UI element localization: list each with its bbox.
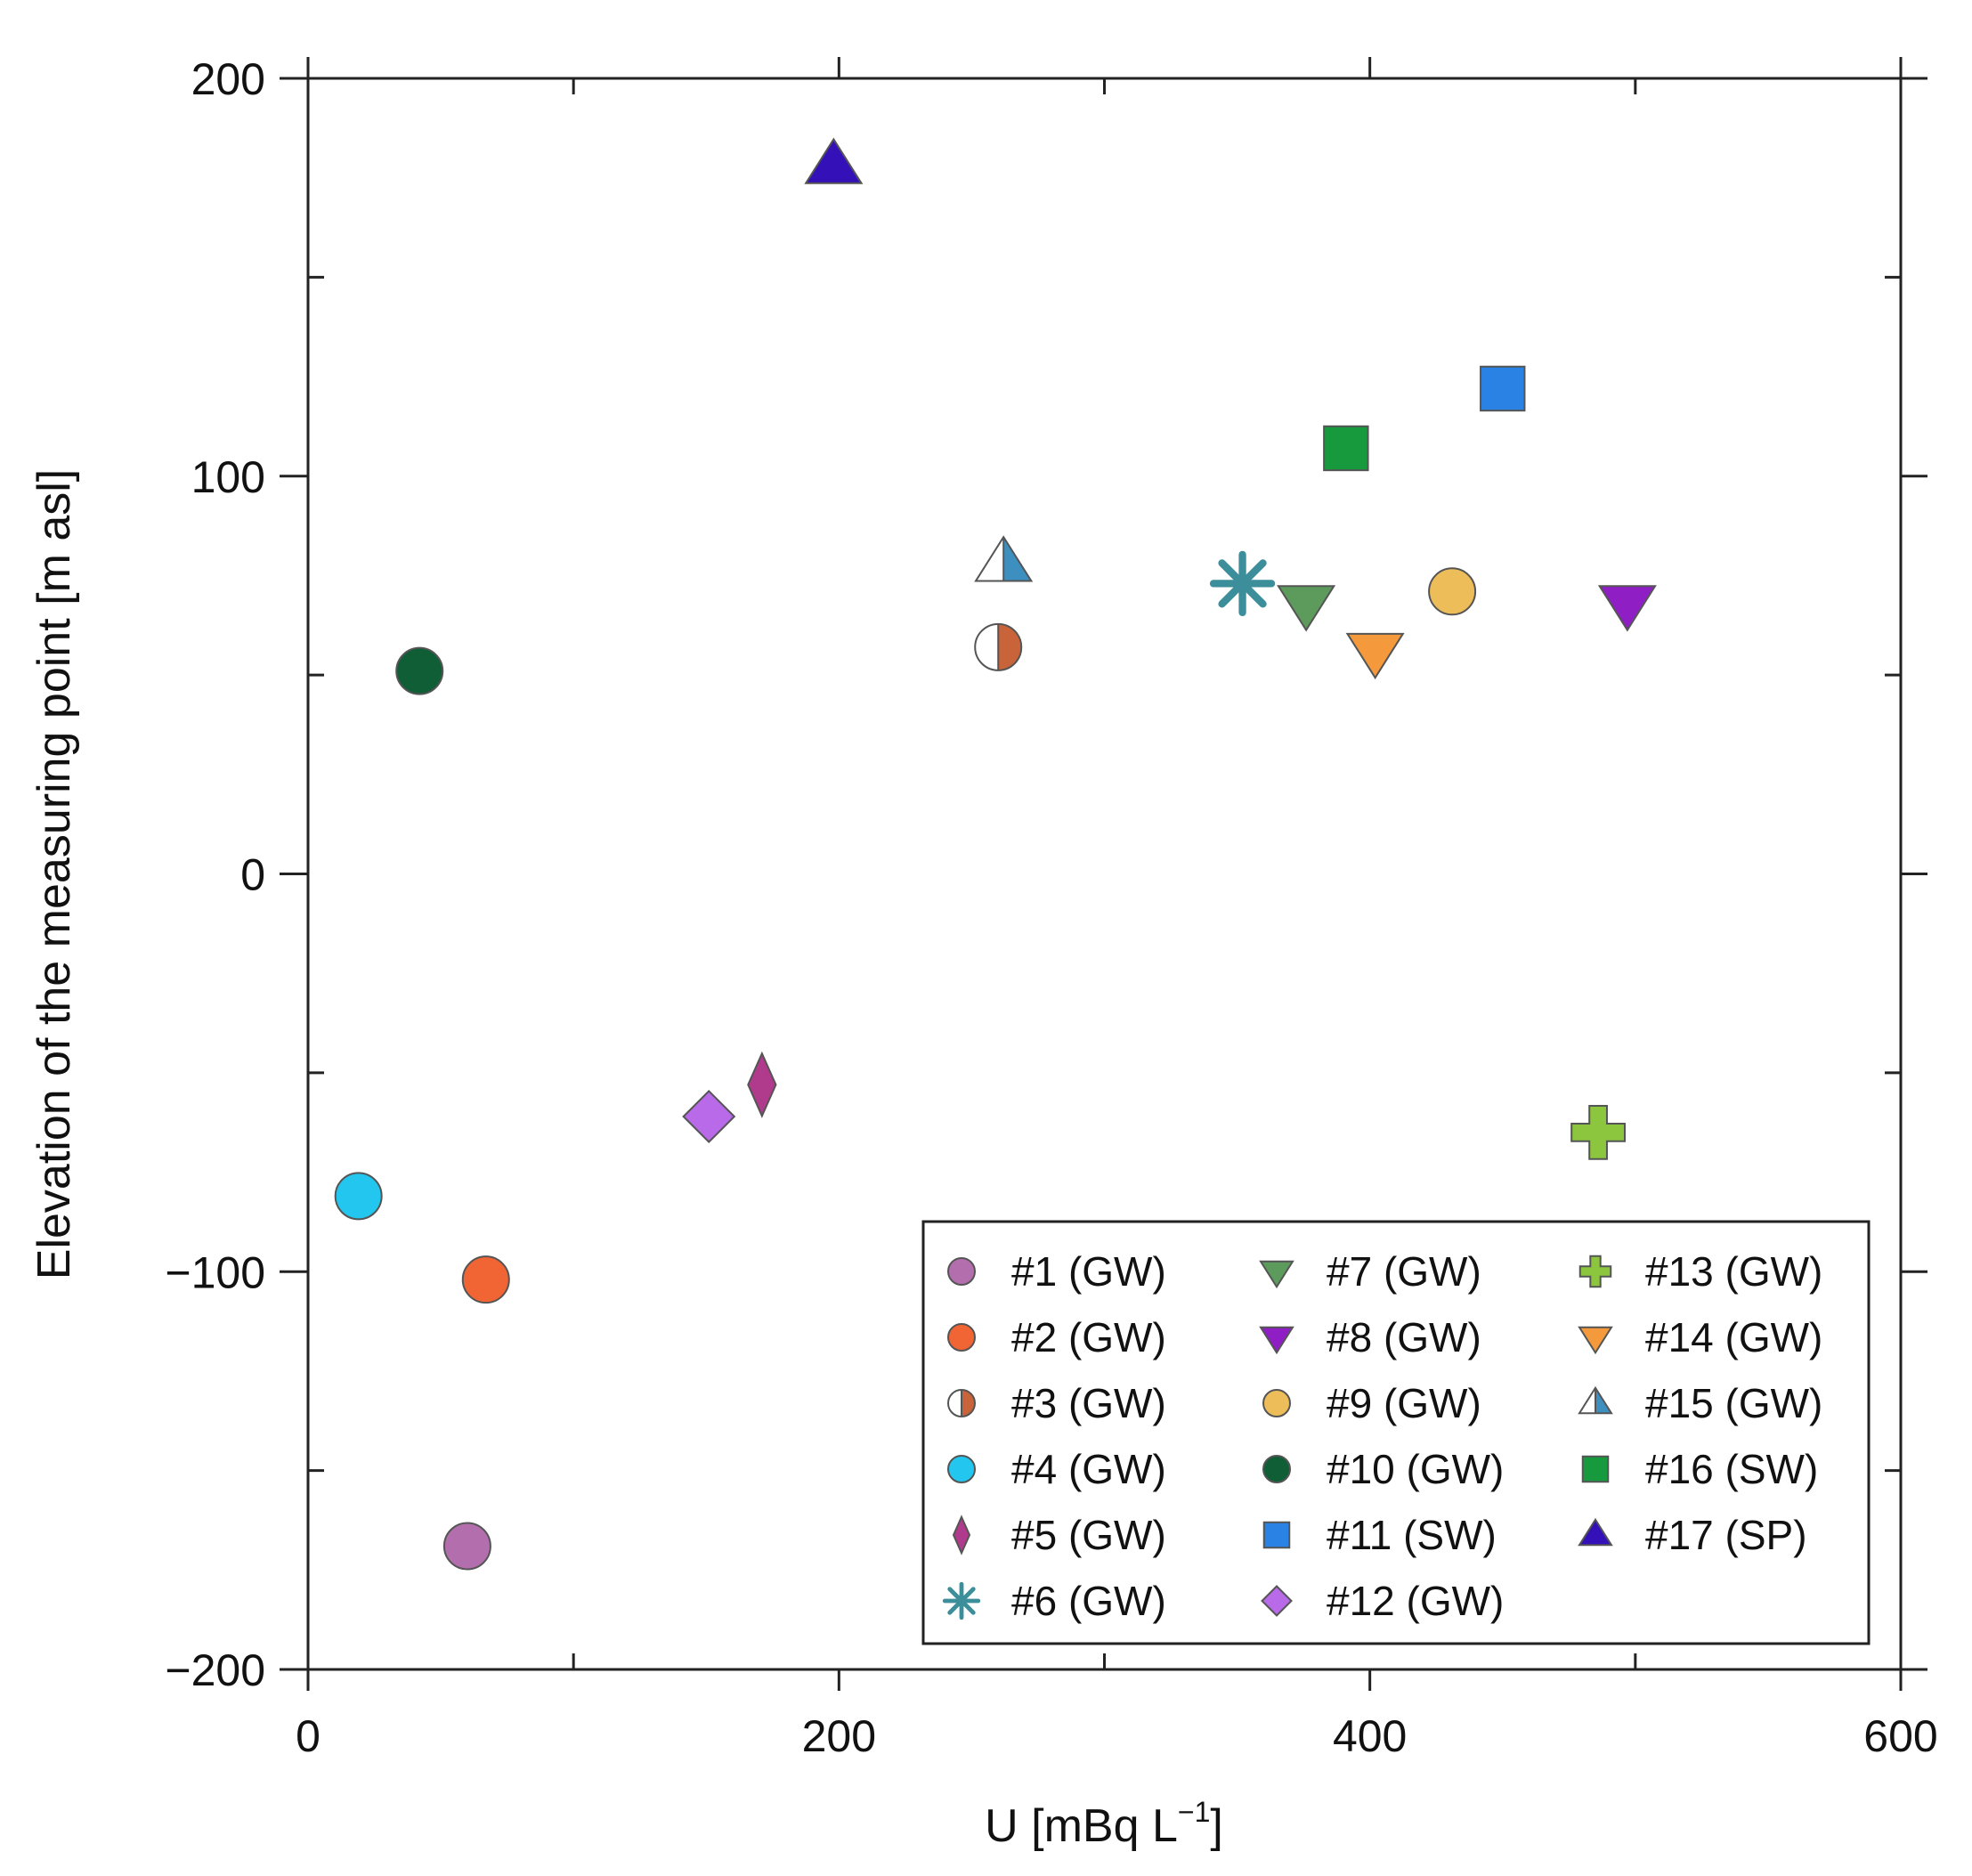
y-tick-label: 0 [240, 850, 265, 900]
y-tick-label: 200 [191, 54, 265, 104]
legend-item: #17 (SP) [1578, 1512, 1807, 1558]
data-point [1597, 585, 1657, 632]
legend-label: #3 (GW) [1011, 1380, 1166, 1426]
legend: #1 (GW) #2 (GW) #3 (GW) #4 (GW) #5 (GW) #6 (G… [921, 1220, 1871, 1645]
legend-item: #2 (GW) [947, 1314, 1166, 1360]
x-axis-title-superscript: −1 [1178, 1796, 1210, 1828]
data-point [747, 1051, 777, 1118]
x-tick-label: 400 [1333, 1711, 1407, 1761]
legend-item: #13 (GW) [1578, 1248, 1822, 1295]
legend-marker [1578, 1385, 1613, 1415]
data-point [1277, 585, 1336, 632]
legend-label: #4 (GW) [1011, 1446, 1166, 1492]
legend-label: #13 (GW) [1645, 1248, 1822, 1295]
legend-label: #14 (GW) [1645, 1314, 1822, 1360]
legend-item: #6 (GW) [942, 1578, 1166, 1624]
data-point [682, 1090, 736, 1144]
x-tick-label: 600 [1863, 1711, 1937, 1761]
legend-label: #6 (GW) [1011, 1578, 1166, 1624]
legend-marker [1578, 1326, 1613, 1355]
legend-label: #1 (GW) [1011, 1248, 1166, 1295]
data-point [1323, 425, 1369, 472]
x-axis-title-suffix: ] [1210, 1800, 1222, 1852]
legend-item: #8 (GW) [1259, 1314, 1481, 1360]
legend-label: #7 (GW) [1327, 1248, 1481, 1295]
y-tick-label: −200 [165, 1645, 265, 1695]
legend-item: #16 (SW) [1581, 1446, 1818, 1492]
legend-item: #3 (GW) [947, 1380, 1166, 1426]
legend-marker [947, 1323, 976, 1352]
legend-marker [1578, 1255, 1612, 1288]
x-axis-title-main: U [mBq L [985, 1800, 1178, 1852]
legend-marker [1578, 1517, 1613, 1547]
legend-marker [1581, 1455, 1610, 1483]
legend-item: #4 (GW) [947, 1446, 1166, 1492]
data-point [1345, 632, 1405, 680]
legend-box [921, 1220, 1871, 1645]
legend-marker [1259, 1260, 1294, 1289]
x-axis-title: U [mBq L−1] [985, 1796, 1223, 1852]
data-point [974, 622, 1023, 671]
legend-marker [1259, 1326, 1294, 1355]
x-tick-label: 200 [802, 1711, 876, 1761]
legend-marker [947, 1455, 976, 1483]
data-points [334, 137, 1657, 1571]
x-tick-label: 0 [296, 1711, 321, 1761]
legend-label: #17 (SP) [1645, 1512, 1807, 1558]
legend-marker [1261, 1585, 1293, 1617]
legend-marker [942, 1581, 981, 1620]
legend-label: #5 (GW) [1011, 1512, 1166, 1558]
legend-marker [947, 1389, 976, 1417]
legend-label: #12 (GW) [1327, 1578, 1504, 1624]
legend-label: #16 (SW) [1645, 1446, 1818, 1492]
legend-item: #10 (GW) [1262, 1446, 1504, 1492]
data-point [1570, 1104, 1626, 1160]
data-point [461, 1255, 510, 1304]
legend-marker [1262, 1455, 1291, 1483]
data-point [334, 1172, 383, 1221]
y-tick-label: 100 [191, 452, 265, 502]
data-point [1480, 365, 1526, 412]
legend-item: #15 (GW) [1578, 1380, 1822, 1426]
data-point [1428, 567, 1477, 616]
legend-item: #14 (GW) [1578, 1314, 1822, 1360]
legend-label: #15 (GW) [1645, 1380, 1822, 1426]
legend-item: #5 (GW) [952, 1512, 1166, 1558]
legend-label: #2 (GW) [1011, 1314, 1166, 1360]
data-point [442, 1522, 491, 1571]
data-point [395, 646, 444, 695]
legend-marker [1262, 1521, 1291, 1549]
legend-label: #10 (GW) [1327, 1446, 1504, 1492]
legend-item: #11 (SW) [1262, 1512, 1497, 1558]
legend-item: #9 (GW) [1262, 1380, 1481, 1426]
y-axis-title: Elevation of the measuring point [m asl] [28, 469, 80, 1279]
legend-item: #12 (GW) [1261, 1578, 1504, 1624]
ticks-layer [280, 57, 1927, 1691]
legend-marker [952, 1515, 971, 1555]
legend-label: #9 (GW) [1327, 1380, 1481, 1426]
legend-marker [947, 1257, 976, 1286]
data-point [804, 137, 864, 184]
legend-item: #7 (GW) [1259, 1248, 1481, 1295]
data-point [974, 535, 1034, 582]
y-tick-label: −100 [165, 1247, 265, 1297]
legend-item: #1 (GW) [947, 1248, 1166, 1295]
data-point [1209, 550, 1276, 617]
legend-marker [1262, 1389, 1291, 1417]
legend-label: #11 (SW) [1327, 1512, 1497, 1558]
legend-label: #8 (GW) [1327, 1314, 1481, 1360]
tick-labels: 0 200 400 600 200 100 0 −100 −200 [165, 54, 1937, 1761]
